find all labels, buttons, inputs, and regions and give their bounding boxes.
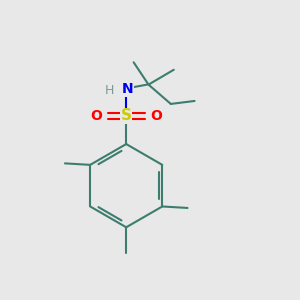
Text: H: H — [105, 84, 115, 97]
Text: N: N — [122, 82, 134, 96]
Text: O: O — [151, 109, 163, 123]
Text: O: O — [90, 109, 102, 123]
Text: S: S — [121, 108, 132, 123]
